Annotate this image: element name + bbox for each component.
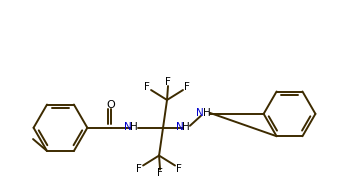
Text: H: H [130,122,138,132]
Text: O: O [106,100,115,110]
Text: F: F [144,82,150,92]
Text: N: N [196,108,204,118]
Text: H: H [203,108,211,118]
Text: F: F [165,77,171,87]
Text: N: N [124,122,132,132]
Text: F: F [157,168,163,178]
Text: F: F [184,82,190,92]
Text: F: F [176,165,182,174]
Text: N: N [176,122,184,132]
Text: H: H [182,122,190,132]
Text: F: F [136,165,142,174]
